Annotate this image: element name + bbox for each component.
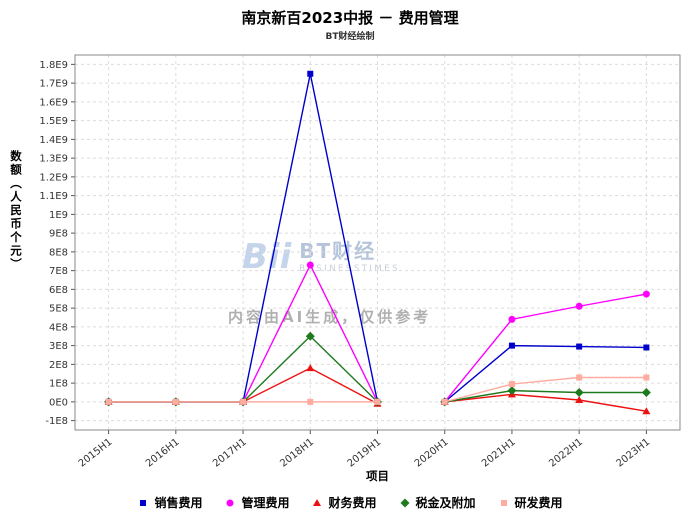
y-tick-label: 1.8E9 [39,60,68,71]
y-tick-label: 1.4E9 [39,135,68,146]
legend-marker-icon [400,498,409,507]
y-tick-label: 9E8 [49,229,68,240]
legend-marker-icon [500,499,507,506]
legend-item-2: 财务费用 [311,494,377,511]
chart-subtitle: BT财经绘制 [325,32,375,42]
legend-label: 税金及附加 [415,496,476,510]
y-tick-label: 1E9 [49,210,68,221]
y-tick-label: 8E8 [49,247,68,258]
y-tick-label: 1.5E9 [39,116,68,127]
x-tick-label: 2022H1 [547,437,585,470]
legend-item-4: 研发费用 [498,494,563,511]
y-tick-label: 1.6E9 [39,97,68,108]
legend-item-3: 税金及附加 [399,494,476,511]
x-tick-label: 2016H1 [144,437,182,470]
legend-item-0: 销售费用 [137,494,202,511]
x-tick-label: 2017H1 [211,437,249,470]
x-tick-label: 2018H1 [278,437,316,470]
y-tick-label: 1.7E9 [39,79,68,90]
y-tick-label: 2E8 [49,360,68,371]
y-tick-label: 1.2E9 [39,172,68,183]
page-title: 南京新百2023中报 － 费用管理 [241,9,459,27]
y-tick-label: 1E8 [49,379,68,390]
chart-legend: 销售费用 管理费用 财务费用 税金及附加 研发费用 [0,494,700,511]
legend-label: 研发费用 [514,496,563,510]
x-tick-label: 2019H1 [346,437,384,470]
legend-label: 管理费用 [241,496,290,510]
x-tick-label: 2020H1 [413,437,451,470]
y-tick-label: 0E0 [49,397,68,408]
legend-marker-icon [313,498,322,506]
y-tick-label: 1.3E9 [39,154,68,165]
y-tick-label: 4E8 [49,322,68,333]
x-tick-label: 2021H1 [480,437,518,470]
y-tick-label: 3E8 [49,341,68,352]
legend-marker-icon [140,499,147,506]
x-tick-label: 2023H1 [614,437,652,470]
y-tick-label: 1.1E9 [39,191,68,202]
y-tick-label: 6E8 [49,285,68,296]
legend-marker-icon [226,499,234,506]
y-tick-label: -1E8 [45,416,68,427]
y-tick-label: 7E8 [49,266,68,277]
y-tick-label: 5E8 [49,304,68,315]
legend-label: 财务费用 [328,496,377,510]
x-tick-label: 2015H1 [77,437,115,470]
legend-label: 销售费用 [154,496,203,510]
y-axis-title: 数额（人民币个元） [9,150,23,272]
legend-item-1: 管理费用 [224,494,289,511]
x-axis-title: 项目 [366,469,389,483]
